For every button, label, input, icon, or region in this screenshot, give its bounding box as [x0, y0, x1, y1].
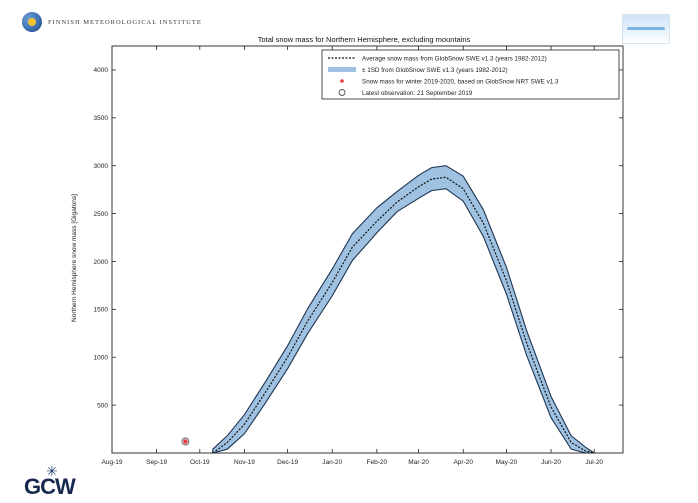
legend-entry-label: ± 1SD from GlobSnow SWE v1.3 (years 1982… — [362, 67, 508, 74]
mean-snow-mass-line — [212, 176, 595, 454]
chart-title: Total snow mass for Northern Hemisphere,… — [258, 35, 471, 44]
y-tick-label: 4000 — [94, 67, 109, 74]
x-tick-label: Jul-20 — [585, 459, 603, 466]
fmi-emblem-icon — [22, 12, 42, 32]
x-tick-label: Jan-20 — [322, 459, 342, 466]
gcw-snowflake-icon: ✳ — [46, 464, 58, 480]
x-tick-label: Jun-20 — [541, 459, 561, 466]
x-tick-label: Apr-20 — [453, 459, 473, 466]
x-tick-label: May-20 — [496, 459, 518, 466]
y-tick-label: 1000 — [94, 355, 109, 362]
legend: Average snow mass from GlobSnow SWE v1.3… — [321, 49, 620, 100]
y-tick-label: 2500 — [94, 211, 109, 218]
legend-box — [321, 49, 620, 100]
y-tick-label: 3000 — [94, 163, 109, 170]
latest-observation-marker — [181, 437, 190, 446]
y-tick-label: 1500 — [94, 307, 109, 314]
x-tick-label: Sep-19 — [146, 459, 167, 466]
gcw-logo-text: GCW — [24, 474, 76, 499]
axes-layer: 500 1000 1500 2000 2500 3000 3500 4000 Aug-19 Sep… — [94, 45, 624, 466]
legend-swatch-latest — [338, 89, 346, 96]
x-tick-label: Feb-20 — [367, 459, 388, 466]
legend-entry-label: Average snow mass from GlobSnow SWE v1.3… — [362, 55, 547, 62]
x-tick-label: Aug-19 — [102, 459, 123, 466]
fmi-org-name: FINNISH METEOROLOGICAL INSTITUTE — [48, 18, 202, 26]
legend-entry-label: Latest observation: 21 September 2019 — [362, 90, 473, 97]
legend-entry-label: Snow mass for winter 2019-2020, based on… — [362, 78, 559, 85]
x-tick-label: Oct-19 — [190, 459, 210, 466]
y-tick-label: 500 — [97, 402, 108, 409]
y-axis-label: Northern Hemisphere snow mass [Gigatons] — [71, 194, 78, 322]
fmi-logo: FINNISH METEOROLOGICAL INSTITUTE — [22, 12, 202, 32]
y-tick-label: 3500 — [94, 115, 109, 122]
top-right-logo-icon — [622, 14, 670, 44]
x-tick-label: Nov-19 — [234, 459, 255, 466]
observation-point — [183, 439, 188, 444]
legend-swatch-observation — [340, 79, 344, 83]
plot-frame — [111, 45, 624, 454]
y-tick-label: 2000 — [94, 259, 109, 266]
legend-swatch-band — [328, 67, 356, 72]
observation-layer — [181, 437, 190, 446]
gcw-logo: ✳ GCW — [24, 464, 114, 499]
mean-line-layer — [212, 176, 595, 454]
x-tick-label: Dec-19 — [277, 459, 298, 466]
wave-decoration — [627, 27, 665, 30]
x-tick-label: Mar-20 — [408, 459, 429, 466]
